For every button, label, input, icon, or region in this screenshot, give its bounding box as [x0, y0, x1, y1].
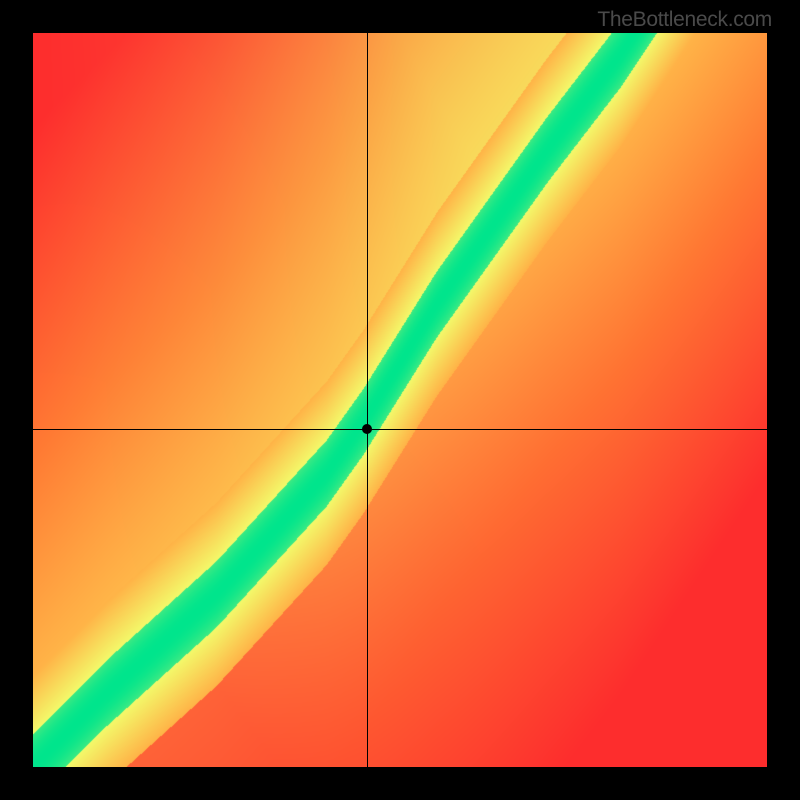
crosshair-horizontal: [33, 429, 767, 430]
bottleneck-heatmap: [33, 33, 767, 767]
watermark-text: TheBottleneck.com: [597, 8, 772, 32]
heatmap-canvas: [33, 33, 767, 767]
selection-marker: [362, 424, 372, 434]
crosshair-vertical: [367, 33, 368, 767]
